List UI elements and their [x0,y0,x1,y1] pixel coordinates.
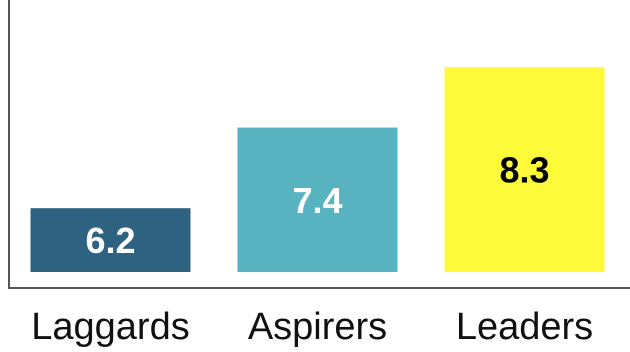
category-label-aspirers: Aspirers [248,306,387,348]
value-label-laggards: 6.2 [85,220,135,261]
bar-leaders [444,67,605,272]
value-label-leaders: 8.3 [499,150,549,191]
bar-aspirers [237,127,398,272]
value-label-aspirers: 7.4 [292,180,342,221]
bars-layer [30,67,605,272]
category-label-laggards: Laggards [31,306,189,348]
bar-laggards [30,208,191,272]
category-label-leaders: Leaders [456,306,593,348]
labels-layer: 6.2 Laggards 7.4 Aspirers 8.3 Leaders [31,150,593,348]
